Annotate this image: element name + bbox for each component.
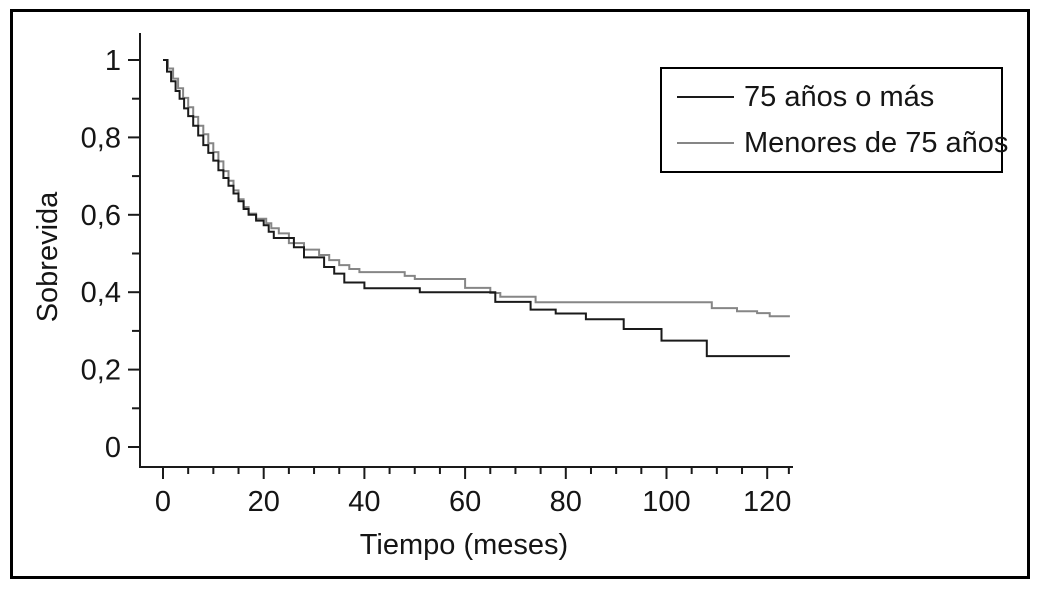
series-0-line-swatch [677, 96, 734, 98]
x-tick-label: 0 [155, 486, 171, 518]
x-tick-label: 100 [642, 486, 690, 518]
series-1-line-swatch [677, 142, 734, 144]
x-tick-label: 80 [550, 486, 582, 518]
legend: 75 años o más Menores de 75 años [660, 67, 1008, 173]
x-tick-label: 60 [449, 486, 481, 518]
legend-item: 75 años o más [662, 74, 1001, 120]
y-tick-label: 1 [105, 45, 121, 77]
series-0-curve [163, 59, 790, 358]
legend-label: Menores de 75 años [744, 126, 1009, 159]
x-tick-label: 120 [743, 486, 791, 518]
y-tick-label: 0,6 [81, 200, 121, 232]
x-tick-label: 20 [248, 486, 280, 518]
y-tick-label: 0,8 [81, 122, 121, 154]
x-axis-title: Tiempo (meses) [359, 529, 569, 561]
y-tick-label: 0,4 [81, 277, 121, 309]
legend-item: Menores de 75 años [662, 120, 1008, 166]
y-tick-label: 0 [105, 432, 121, 464]
x-tick-label: 40 [348, 486, 380, 518]
legend-label: 75 años o más [744, 80, 935, 113]
y-tick-label: 0,2 [81, 355, 121, 387]
y-axis-title: Sobrevida [32, 191, 64, 323]
